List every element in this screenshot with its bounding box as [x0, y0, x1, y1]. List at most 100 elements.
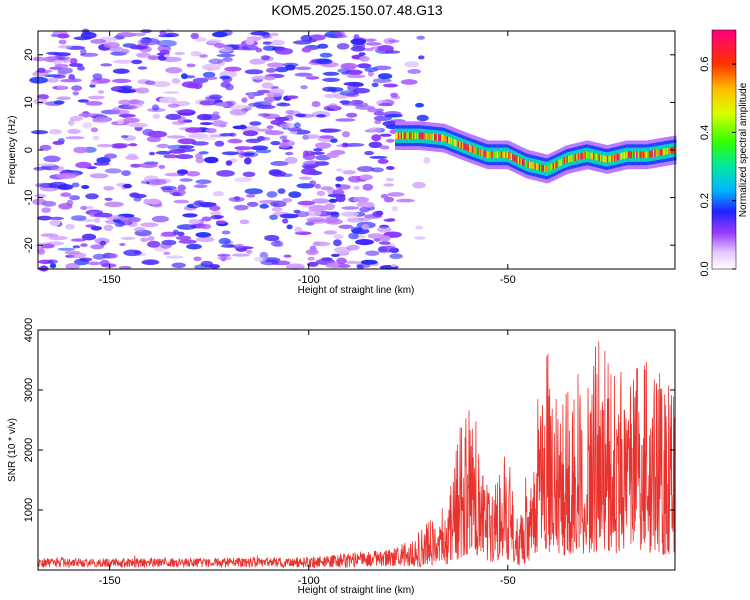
spectrogram-noise-cell	[222, 57, 233, 62]
spectrogram-noise-cell	[99, 259, 110, 267]
spectrogram-signal-cell	[565, 156, 568, 164]
x-tick-label: -150	[99, 575, 121, 587]
spectrogram-noise-cell	[152, 113, 161, 120]
colorbar-tick-label: 0.6	[699, 56, 711, 71]
spectrogram-noise-cell	[32, 198, 47, 205]
spectrogram-signal-cell	[425, 133, 429, 140]
spectrogram-noise-cell	[297, 200, 316, 206]
spectrogram-noise-cell	[245, 138, 262, 143]
spectrogram-noise-cell	[67, 128, 81, 134]
spectrogram-noise-cell	[36, 246, 45, 254]
spectrogram-signal-cell	[475, 147, 479, 155]
y-tick-label: 2000	[23, 438, 35, 462]
spectrogram-noise-cell	[163, 251, 171, 255]
spectrogram-noise-cell	[298, 176, 312, 180]
spectrogram-noise-cell	[71, 215, 87, 221]
spectrogram-noise-cell	[120, 135, 129, 139]
spectrogram-noise-cell	[286, 263, 305, 271]
spectrogram-noise-cell	[129, 45, 147, 50]
spectrogram-signal-cell	[588, 152, 592, 159]
spectrogram-noise-cell	[286, 95, 299, 99]
spectrogram-noise-cell	[29, 76, 48, 84]
spectrogram-signal-cell	[559, 159, 563, 167]
spectrogram-noise-cell	[172, 229, 179, 235]
spectrogram-noise-cell	[41, 243, 55, 249]
spectrogram-signal-cell	[626, 151, 629, 159]
spectrogram-signal-cell	[496, 151, 500, 159]
spectrogram-noise-cell	[250, 145, 269, 151]
spectrogram-noise-cell	[282, 139, 290, 143]
spectrogram-noise-cell	[49, 216, 64, 221]
spectrogram-signal-cell	[580, 152, 583, 160]
spectrogram-signal-cell	[658, 149, 662, 156]
spectrogram-noise-cell	[258, 113, 271, 117]
spectrogram-noise-cell	[322, 77, 340, 82]
spectrogram-noise-cell	[216, 53, 236, 58]
spectrogram-noise-cell	[357, 166, 375, 172]
spectrogram-signal-cell	[409, 132, 412, 140]
spectrogram-noise-cell	[368, 141, 383, 148]
spectrogram-signal-cell	[601, 155, 604, 162]
spectrogram-noise-cell	[234, 146, 253, 151]
spectrogram-noise-cell	[390, 92, 399, 98]
spectrogram-noise-cell	[378, 245, 397, 253]
spectrogram-signal-cell	[535, 163, 539, 170]
spectrogram-noise-cell	[46, 51, 60, 55]
spectrogram-noise-cell	[307, 256, 315, 261]
spectrogram-noise-cell	[323, 230, 338, 235]
spectrogram-signal-cell	[423, 132, 426, 140]
spectrogram-noise-cell	[166, 135, 186, 139]
spectrogram-noise-cell	[90, 226, 102, 231]
spectrogram-noise-cell	[325, 216, 339, 223]
spectrogram-signal-cell	[659, 149, 663, 156]
spectrogram-noise-cell	[260, 55, 270, 61]
spectrogram-noise-cell	[364, 47, 374, 52]
spectrogram-signal-cell	[616, 153, 620, 161]
spectrogram-noise-cell	[68, 119, 75, 126]
spectrogram-noise-cell	[156, 39, 177, 47]
spectrogram-noise-cell	[396, 198, 415, 203]
spectrogram-noise-cell	[262, 45, 278, 51]
spectrogram-noise-cell	[219, 133, 234, 137]
spectrogram-signal-cell	[632, 151, 635, 159]
spectrogram-noise-cell	[88, 261, 101, 266]
spectrogram-noise-cell	[165, 113, 182, 120]
spectrogram-signal-cell	[480, 149, 483, 156]
spectrogram-signal-cell	[450, 137, 454, 145]
spectrogram-noise-cell	[333, 234, 344, 239]
spectrogram-noise-cell	[224, 66, 242, 72]
spectrogram-noise-cell	[261, 32, 271, 38]
spectrogram-signal-cell	[403, 132, 407, 140]
spectrogram-noise-cell	[383, 183, 395, 187]
spectrogram-signal-cell	[654, 150, 657, 157]
spectrogram-signal-cell	[501, 151, 504, 159]
spectrogram-noise-cell	[179, 178, 193, 182]
spectrogram-noise-cell	[339, 90, 359, 96]
spectrogram-noise-cell	[234, 196, 241, 201]
spectrogram-noise-cell	[284, 156, 298, 164]
spectrogram-signal-cell	[574, 154, 578, 161]
spectrogram-signal-cell	[587, 151, 590, 159]
spectrogram-noise-cell	[69, 195, 81, 201]
spectrogram-noise-cell	[217, 255, 232, 261]
spectrogram-noise-cell	[121, 49, 130, 54]
spectrogram-noise-cell	[244, 188, 263, 195]
spectrogram-noise-cell	[56, 85, 67, 89]
spectrogram-noise-cell	[377, 45, 394, 52]
spectrogram-noise-cell	[52, 140, 65, 145]
spectrogram-y-label: Frequency (Hz)	[7, 116, 18, 185]
spectrogram-signal-cell	[396, 132, 400, 140]
spectrogram-noise-cell	[264, 130, 284, 136]
spectrogram-noise-cell	[43, 56, 58, 63]
spectrogram-signal-cell	[612, 154, 616, 162]
spectrogram-signal-cell	[478, 148, 482, 156]
spectrogram-noise-cell	[367, 70, 374, 77]
spectrogram-noise-cell	[85, 193, 99, 200]
spectrogram-noise-cell	[175, 109, 195, 113]
spectrogram-signal-cell	[549, 164, 553, 171]
spectrogram-noise-cell	[423, 157, 431, 164]
spectrogram-noise-cell	[68, 74, 76, 81]
spectrogram-noise-cell	[322, 71, 340, 76]
spectrogram-noise-cell	[359, 207, 370, 213]
